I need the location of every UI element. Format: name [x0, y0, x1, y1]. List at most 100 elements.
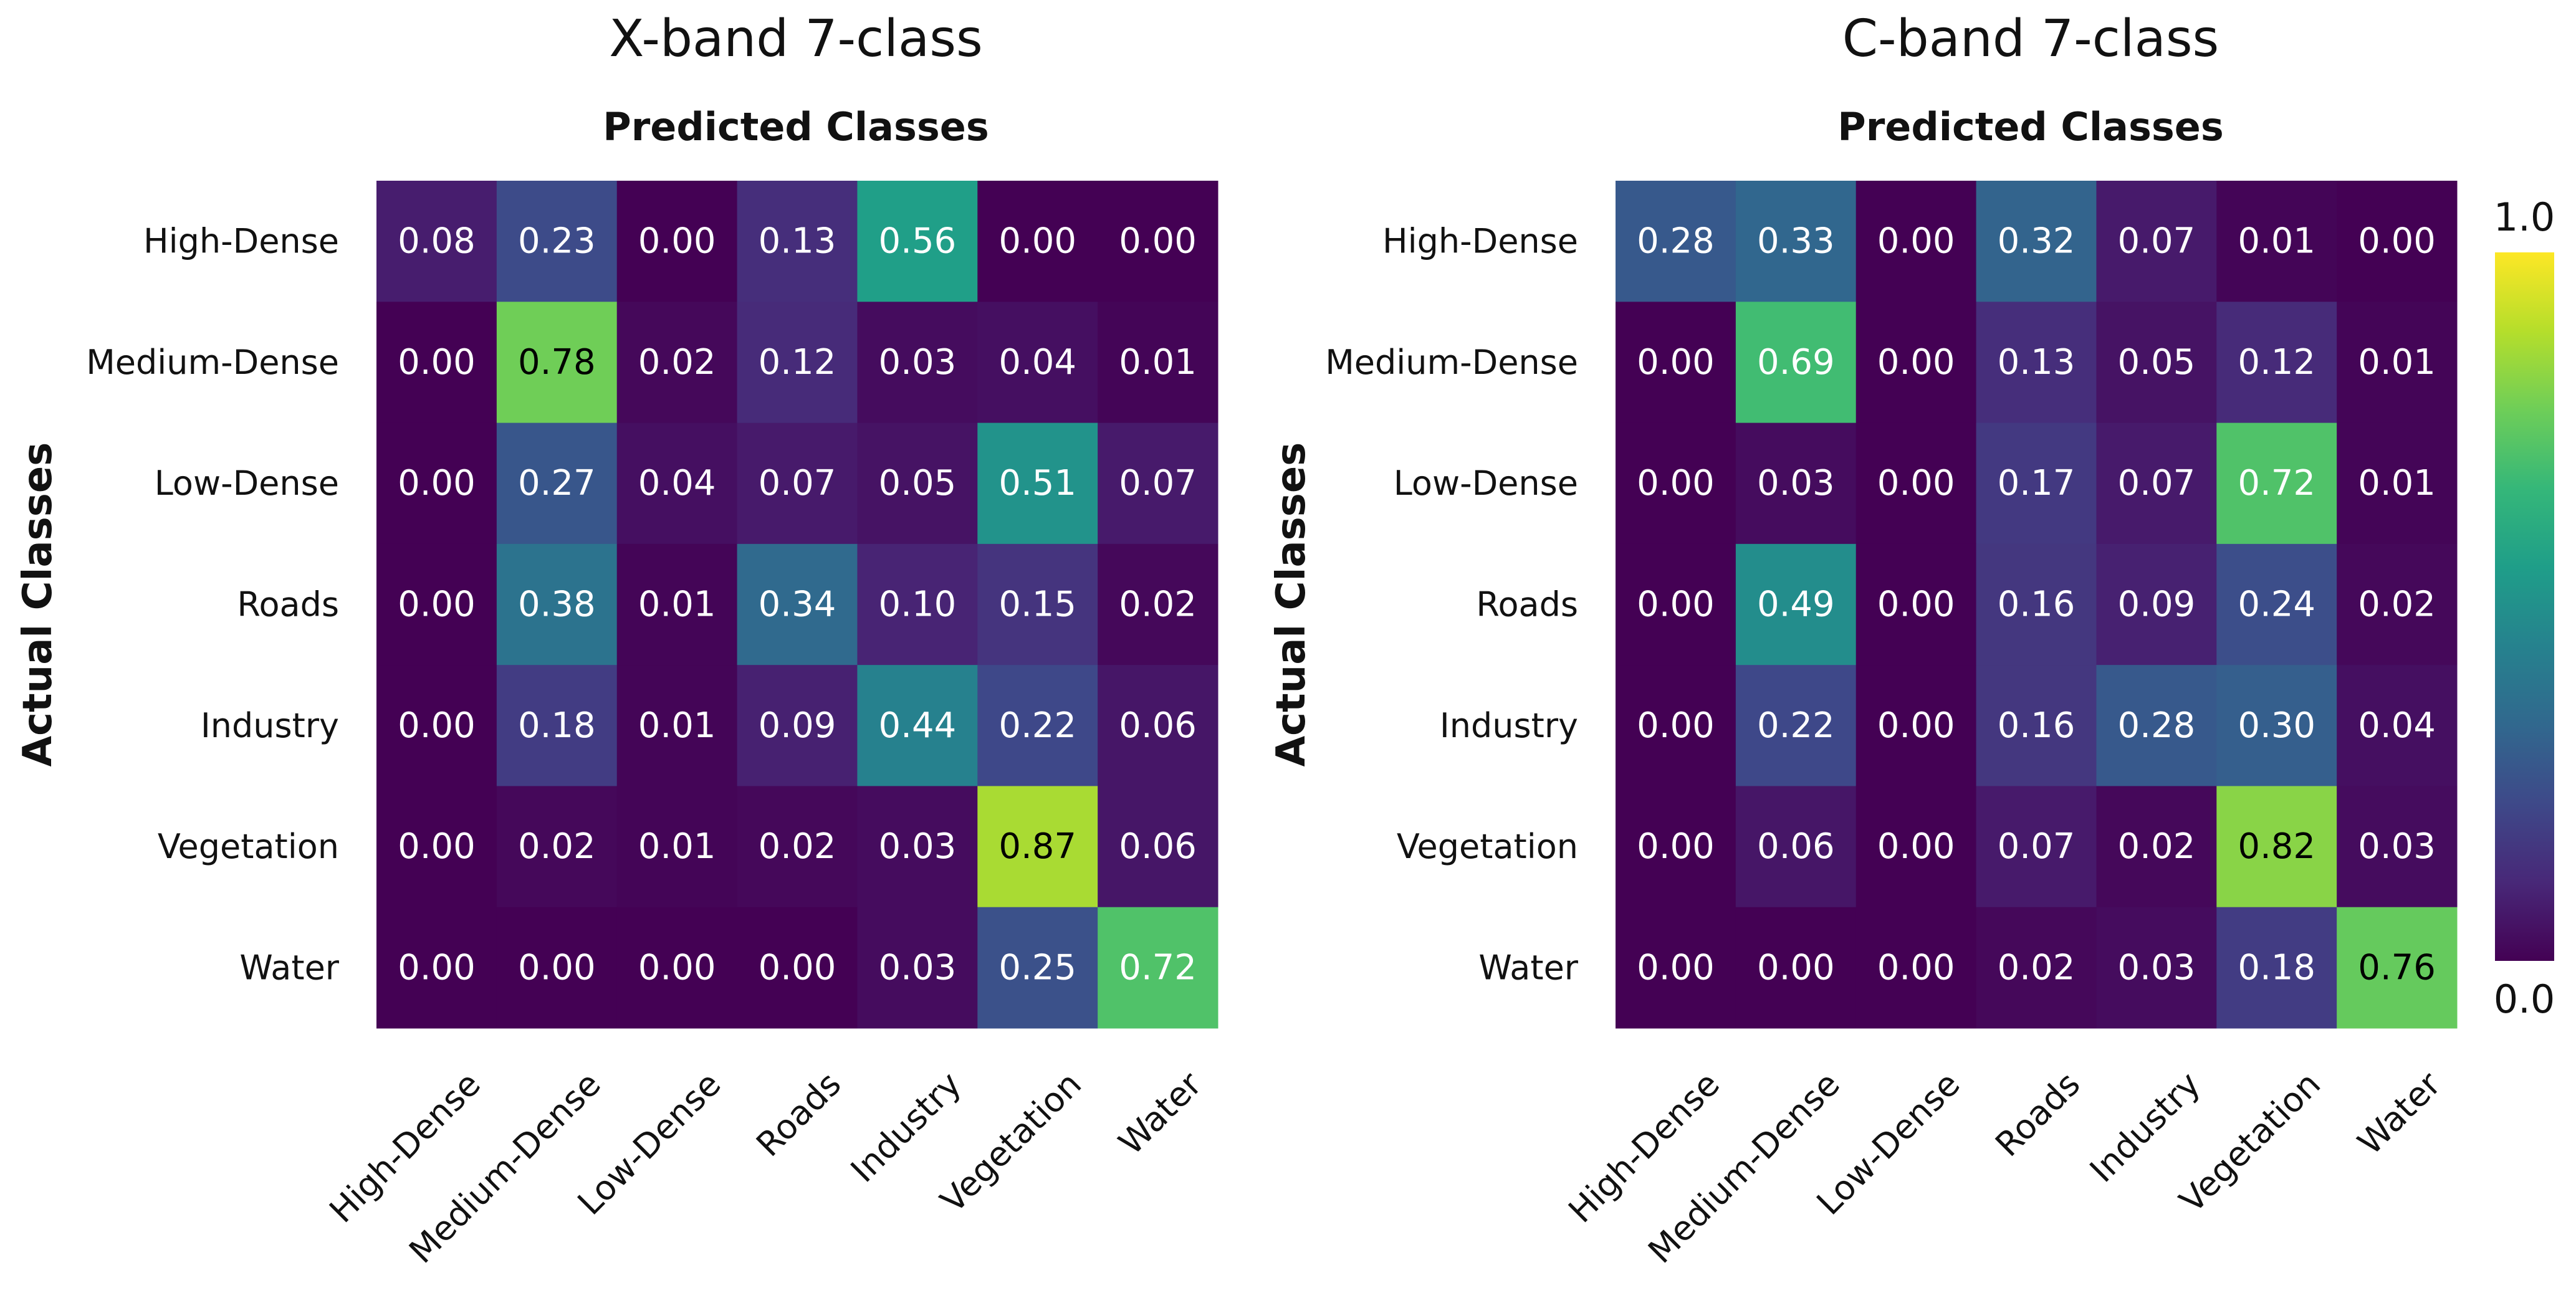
- cell-value-label: 0.51: [998, 463, 1076, 504]
- heatmap-cell: [616, 422, 738, 545]
- cell-value-label: 0.02: [1119, 585, 1197, 625]
- cell-value-label: 0.01: [638, 705, 716, 746]
- heatmap-cell: [2216, 786, 2337, 908]
- heatmap-cell: [616, 181, 738, 302]
- cell-value-label: 0.03: [879, 826, 957, 867]
- cell-value-label: 0.02: [1998, 947, 2076, 988]
- heatmap-cell: [857, 907, 978, 1029]
- heatmap-cell-labels: 0.08 0.23 0.00 0.13 0.56 0.00 0.00 0.00 0.78 0.02…: [398, 221, 1197, 988]
- heatmap-cell: [2096, 422, 2217, 545]
- cell-value-label: 0.01: [1119, 342, 1197, 383]
- y-tick-labels: High-Dense Medium-Dense Low-Dense Roads Indu…: [86, 222, 340, 988]
- y-tick-label: Water: [1478, 948, 1578, 987]
- cell-value-label: 0.72: [2238, 463, 2315, 504]
- heatmap-cell: [977, 786, 1098, 908]
- heatmap-cell: [977, 422, 1098, 545]
- y-tick-label: Low-Dense: [1394, 464, 1578, 503]
- heatmap-cell: [376, 786, 497, 908]
- cell-value-label: 0.82: [2238, 826, 2315, 867]
- y-tick-label: High-Dense: [1382, 222, 1578, 261]
- cell-value-label: 0.18: [518, 705, 596, 746]
- heatmap-cell: [1616, 302, 1736, 424]
- cell-value-label: 0.01: [638, 585, 716, 625]
- heatmap-cell: [1098, 181, 1219, 302]
- chart-title: C-band 7-class: [1842, 9, 2219, 69]
- colorbar-min-label: 0.0: [2494, 976, 2555, 1022]
- cell-value-label: 0.15: [998, 585, 1076, 625]
- cell-value-label: 0.07: [2118, 463, 2196, 504]
- heatmap-cell: [977, 302, 1098, 424]
- panel-c-band: C-band 7-class Predicted Classes Actual …: [1268, 9, 2458, 1271]
- heatmap-cell: [1735, 786, 1857, 908]
- heatmap-cell: [1976, 422, 2097, 545]
- cell-value-label: 0.33: [1757, 221, 1835, 262]
- cell-value-label: 0.06: [1119, 705, 1197, 746]
- cell-value-label: 0.00: [398, 585, 476, 625]
- heatmap-cell: [1855, 422, 1977, 545]
- heatmap-cell: [1735, 665, 1857, 786]
- cell-value-label: 0.00: [398, 705, 476, 746]
- cell-value-label: 0.10: [879, 585, 957, 625]
- heatmap-cell: [1855, 907, 1977, 1029]
- heatmap-cell: [1976, 302, 2097, 424]
- heatmap-cell: [1098, 786, 1219, 908]
- cell-value-label: 0.00: [1877, 463, 1955, 504]
- heatmap-cell: [616, 302, 738, 424]
- y-tick-label: Industry: [201, 706, 339, 745]
- heatmap-cell: [1976, 907, 2097, 1029]
- colorbar-max-label: 1.0: [2494, 194, 2555, 240]
- heatmap-cell: [496, 543, 618, 666]
- heatmap-cell: [737, 302, 858, 424]
- cell-value-label: 0.38: [518, 585, 596, 625]
- heatmap-cell: [737, 181, 858, 302]
- cell-value-label: 0.00: [398, 342, 476, 383]
- cell-value-label: 0.03: [879, 947, 957, 988]
- heatmap-cell: [2337, 543, 2458, 666]
- cell-value-label: 0.00: [398, 947, 476, 988]
- heatmap-cell: [1855, 786, 1977, 908]
- heatmap-cell: [1735, 907, 1857, 1029]
- heatmap-cell: [2096, 786, 2217, 908]
- heatmap-cell: [857, 665, 978, 786]
- cell-value-label: 0.02: [759, 826, 836, 867]
- y-tick-label: Water: [239, 948, 339, 987]
- cell-value-label: 0.00: [1877, 342, 1955, 383]
- heatmap-cell: [496, 302, 618, 424]
- cell-value-label: 0.02: [2358, 585, 2436, 625]
- y-tick-label: Low-Dense: [155, 464, 339, 503]
- y-axis-title: Actual Classes: [1268, 442, 1314, 767]
- heatmap-cell: [1855, 181, 1977, 302]
- cell-value-label: 0.09: [759, 705, 836, 746]
- heatmap-cell: [376, 181, 497, 302]
- y-tick-label: Vegetation: [1397, 827, 1578, 866]
- heatmap-cell: [977, 543, 1098, 666]
- heatmap-cell: [2216, 302, 2337, 424]
- heatmap-cell: [2216, 543, 2337, 666]
- heatmap-cell: [857, 786, 978, 908]
- cell-value-label: 0.03: [2118, 947, 2196, 988]
- cell-value-label: 0.00: [2358, 221, 2436, 262]
- heatmap-cell: [1976, 543, 2097, 666]
- cell-value-label: 0.00: [1637, 705, 1715, 746]
- cell-value-label: 0.00: [1877, 221, 1955, 262]
- cell-value-label: 0.00: [1877, 585, 1955, 625]
- heatmap-cell: [2216, 181, 2337, 302]
- cell-value-label: 0.28: [2118, 705, 2196, 746]
- cell-value-label: 0.22: [998, 705, 1076, 746]
- cell-value-label: 0.12: [2238, 342, 2315, 383]
- heatmap-cell-labels: 0.28 0.33 0.00 0.32 0.07 0.01 0.00 0.00 0.69 0.00…: [1637, 221, 2436, 988]
- heatmap-cell: [857, 181, 978, 302]
- heatmap-cell: [496, 665, 618, 786]
- cell-value-label: 0.00: [1637, 585, 1715, 625]
- cell-value-label: 0.00: [1877, 947, 1955, 988]
- heatmap-cell: [737, 665, 858, 786]
- heatmap-cell: [376, 422, 497, 545]
- cell-value-label: 0.07: [1119, 463, 1197, 504]
- cell-value-label: 0.02: [638, 342, 716, 383]
- cell-value-label: 0.23: [518, 221, 596, 262]
- heatmap-cell: [977, 665, 1098, 786]
- colorbar: 1.0 0.0: [2494, 194, 2555, 1022]
- cell-value-label: 0.72: [1119, 947, 1197, 988]
- heatmap-cell: [2337, 907, 2458, 1029]
- cell-value-label: 0.76: [2358, 947, 2436, 988]
